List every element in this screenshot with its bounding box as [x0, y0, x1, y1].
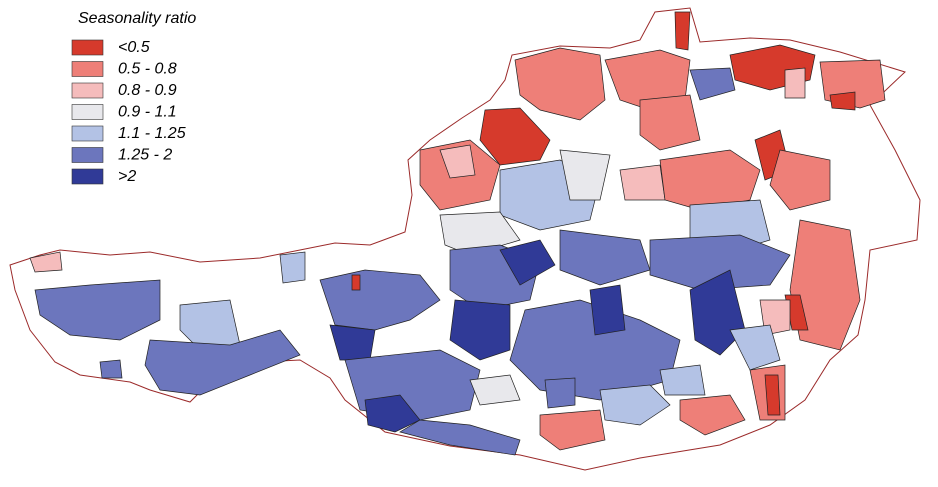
- legend-label: 1.25 - 2: [118, 147, 172, 164]
- region: [479, 107, 551, 166]
- legend-swatch: [71, 147, 104, 163]
- region: [34, 279, 161, 341]
- region: [689, 269, 746, 356]
- region: [659, 364, 706, 396]
- region: [351, 274, 361, 291]
- region: [99, 359, 123, 379]
- region: [344, 349, 481, 421]
- region: [329, 324, 376, 361]
- region: [439, 144, 476, 179]
- region: [764, 374, 781, 416]
- region: [559, 229, 651, 286]
- legend-label: 0.5 - 0.8: [118, 61, 177, 78]
- region: [364, 394, 421, 433]
- region: [674, 11, 691, 51]
- region: [679, 394, 746, 436]
- legend-label: 0.8 - 0.9: [118, 82, 177, 99]
- region: [544, 377, 576, 409]
- legend-title: Seasonality ratio: [78, 10, 196, 27]
- legend-swatch: [71, 168, 104, 185]
- legend-swatch: [71, 39, 104, 56]
- region: [144, 329, 301, 396]
- region: [29, 251, 63, 273]
- region: [639, 94, 701, 151]
- legend-swatch: [71, 61, 104, 77]
- region: [279, 251, 306, 284]
- region: [514, 47, 606, 121]
- region: [689, 67, 736, 101]
- region: [539, 409, 606, 451]
- region: [789, 219, 861, 351]
- region: [319, 269, 441, 331]
- region: [649, 234, 791, 291]
- region: [659, 149, 761, 211]
- region: [619, 164, 666, 201]
- region: [499, 239, 556, 286]
- legend-label: <0.5: [118, 39, 150, 56]
- region: [784, 67, 806, 99]
- region: [599, 384, 671, 426]
- legend-label: 0.9 - 1.1: [118, 104, 177, 121]
- region: [729, 324, 781, 371]
- region: [829, 91, 856, 111]
- region: [559, 149, 611, 201]
- region: [769, 149, 831, 211]
- legend-label: 1.1 - 1.25: [118, 125, 186, 142]
- region: [399, 419, 521, 456]
- region: [449, 299, 511, 361]
- legend-swatch: [71, 104, 104, 120]
- region: [469, 374, 521, 406]
- legend-label: >2: [118, 168, 136, 185]
- region: [589, 284, 626, 336]
- legend-swatch: [71, 125, 104, 142]
- legend-swatch: [71, 82, 104, 99]
